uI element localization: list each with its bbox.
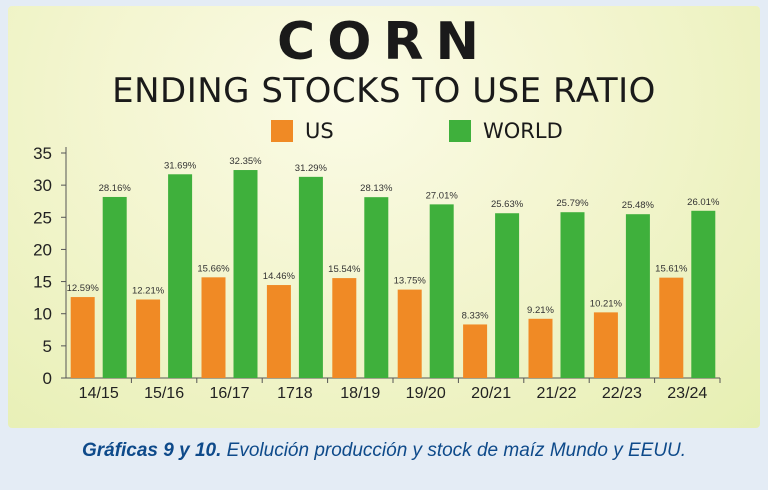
chart-figure: CORN ENDING STOCKS TO USE RATIO US WORLD… — [8, 6, 760, 428]
legend-item-world: WORLD — [449, 118, 563, 144]
bar-world — [298, 176, 323, 378]
data-label-world: 25.63% — [491, 199, 524, 210]
legend-label-world: WORLD — [483, 119, 563, 143]
legend-swatch-world — [449, 120, 471, 142]
y-tick-label: 10 — [33, 305, 52, 324]
data-label-world: 28.13% — [360, 183, 393, 194]
data-label-world: 31.69% — [164, 160, 197, 171]
bar-us — [463, 324, 488, 378]
data-label-us: 15.66% — [197, 263, 230, 274]
x-tick-label: 21/22 — [536, 385, 576, 402]
figure-caption: Gráficas 9 y 10. Evolución producción y … — [0, 440, 768, 462]
bar-world — [233, 170, 258, 378]
chart-subtitle: ENDING STOCKS TO USE RATIO — [112, 71, 656, 111]
x-tick-label: 15/16 — [144, 385, 184, 402]
bar-us — [70, 297, 95, 378]
legend-label-us: US — [305, 119, 334, 143]
bar-us — [332, 278, 357, 378]
data-label-world: 28.16% — [99, 183, 132, 194]
data-label-us: 8.33% — [462, 310, 489, 321]
bar-us — [528, 318, 553, 378]
data-label-world: 25.79% — [556, 198, 589, 209]
y-tick-label: 0 — [43, 369, 52, 388]
x-tick-label: 19/20 — [406, 385, 446, 402]
y-tick-label: 30 — [33, 176, 52, 195]
x-tick-label: 23/24 — [667, 385, 707, 402]
bar-us — [593, 312, 618, 378]
data-label-world: 27.01% — [426, 190, 459, 201]
data-label-us: 15.61% — [655, 264, 688, 275]
bar-world — [495, 213, 520, 378]
bar-us — [201, 277, 226, 378]
x-tick-label: 1718 — [277, 385, 313, 402]
legend-item-us: US — [271, 118, 334, 144]
y-tick-label: 20 — [33, 240, 52, 259]
bar-us — [266, 285, 291, 378]
x-tick-label: 22/23 — [602, 385, 642, 402]
data-label-us: 12.59% — [67, 283, 100, 294]
data-label-us: 9.21% — [527, 305, 554, 316]
y-tick-label: 15 — [33, 273, 52, 292]
chart-plot: 0 5 10 15 20 25 30 35 12.59% 28.16% 14/15 12.21% 31.… — [33, 144, 721, 402]
bar-world — [364, 197, 389, 378]
bar-world — [429, 204, 454, 378]
bar-us — [397, 289, 422, 378]
data-label-world: 32.35% — [229, 156, 262, 167]
y-tick-label: 25 — [33, 208, 52, 227]
bar-world — [625, 214, 650, 378]
bar-us — [659, 277, 684, 378]
bar-us — [136, 299, 161, 378]
data-label-us: 10.21% — [590, 298, 623, 309]
x-tick-label: 20/21 — [471, 385, 511, 402]
chart-title: CORN — [277, 12, 491, 72]
caption-text: Evolución producción y stock de maíz Mun… — [221, 440, 687, 461]
y-tick-label: 35 — [33, 144, 52, 163]
bar-world — [168, 174, 193, 378]
data-label-us: 14.46% — [263, 271, 296, 282]
bar-world — [102, 196, 127, 378]
bar-world — [691, 210, 716, 378]
data-label-us: 15.54% — [328, 264, 361, 275]
data-label-world: 31.29% — [295, 163, 328, 174]
bar-world — [560, 212, 585, 378]
data-label-world: 26.01% — [687, 197, 720, 208]
legend-swatch-us — [271, 120, 293, 142]
data-label-us: 12.21% — [132, 286, 165, 297]
x-tick-label: 14/15 — [79, 385, 119, 402]
y-tick-label: 5 — [43, 337, 52, 356]
x-tick-label: 18/19 — [340, 385, 380, 402]
data-label-world: 25.48% — [622, 200, 655, 211]
data-label-us: 13.75% — [394, 276, 427, 287]
caption-label: Gráficas 9 y 10. — [81, 440, 222, 461]
x-tick-label: 16/17 — [209, 385, 249, 402]
